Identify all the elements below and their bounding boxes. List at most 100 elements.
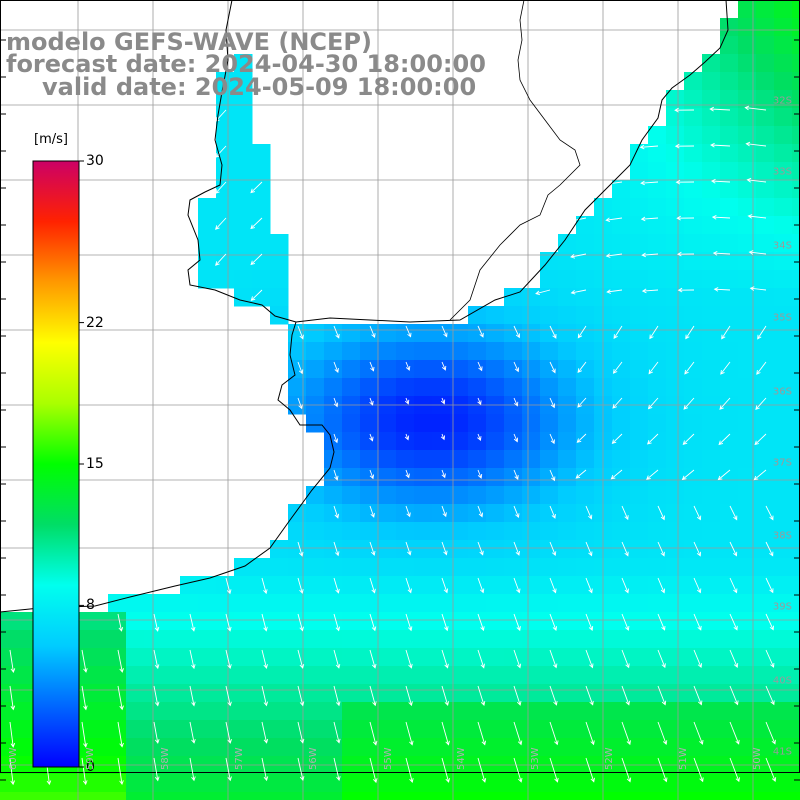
- wind-cell: [720, 450, 739, 469]
- wind-cell: [576, 666, 595, 685]
- wind-cell: [576, 378, 595, 397]
- wind-cell: [324, 702, 343, 721]
- wind-cell: [576, 486, 595, 505]
- wind-arrow: [577, 397, 587, 408]
- wind-cell: [756, 198, 775, 217]
- wind-cell: [468, 738, 487, 757]
- wind-cell: [108, 594, 127, 613]
- wind-arrow: [729, 541, 738, 557]
- wind-cell: [540, 432, 559, 451]
- wind-cell: [306, 342, 325, 361]
- wind-arrow: [585, 649, 594, 669]
- wind-cell: [756, 90, 775, 109]
- wind-cell: [360, 720, 379, 739]
- wind-cell: [630, 630, 649, 649]
- wind-cell: [360, 324, 379, 343]
- longitude-label: 60W: [8, 747, 19, 770]
- wind-arrow: [369, 613, 377, 632]
- wind-cell: [288, 594, 307, 613]
- wind-cell: [648, 738, 667, 757]
- wind-cell: [288, 702, 307, 721]
- wind-cell: [360, 558, 379, 577]
- wind-cell: [702, 558, 721, 577]
- wind-cell: [486, 774, 505, 793]
- wind-cell: [396, 468, 415, 487]
- wind-cell: [774, 54, 793, 73]
- wind-arrow: [711, 214, 731, 220]
- wind-cell: [450, 558, 469, 577]
- wind-cell: [774, 36, 793, 55]
- wind-cell: [576, 504, 595, 523]
- wind-cell: [576, 234, 595, 253]
- wind-cell: [162, 666, 181, 685]
- wind-cell: [738, 648, 757, 667]
- wind-cell: [774, 576, 793, 595]
- wind-cell: [666, 324, 685, 343]
- wind-cell: [684, 324, 703, 343]
- wind-cell: [270, 720, 289, 739]
- wind-cell: [432, 558, 451, 577]
- wind-cell: [702, 594, 721, 613]
- wind-cell: [558, 684, 577, 703]
- wind-arrow: [250, 181, 263, 194]
- wind-arrow: [369, 397, 374, 406]
- wind-cell: [126, 684, 145, 703]
- wind-cell: [738, 234, 757, 253]
- wind-cell: [720, 360, 739, 379]
- wind-arrow: [333, 397, 339, 408]
- wind-cell: [414, 450, 433, 469]
- wind-cell: [522, 522, 541, 541]
- wind-cell: [378, 522, 397, 541]
- longitude-label: 54W: [456, 747, 467, 770]
- wind-cell: [486, 306, 505, 325]
- wind-cell: [216, 630, 235, 649]
- wind-cell: [666, 108, 685, 127]
- wind-cell: [396, 702, 415, 721]
- wind-cell: [720, 216, 739, 235]
- wind-cell: [540, 630, 559, 649]
- wind-cell: [684, 414, 703, 433]
- wind-cell: [90, 720, 109, 739]
- colorbar-tick-label: 0: [86, 759, 95, 775]
- wind-cell: [396, 558, 415, 577]
- wind-cell: [414, 792, 433, 800]
- wind-arrow: [621, 577, 629, 594]
- wind-cell: [756, 558, 775, 577]
- wind-cell: [468, 342, 487, 361]
- wind-arrow: [765, 577, 774, 594]
- wind-arrow: [225, 757, 232, 782]
- wind-cell: [324, 540, 343, 559]
- wind-cell: [630, 702, 649, 721]
- wind-cell: [720, 720, 739, 739]
- wind-cell: [612, 792, 631, 800]
- wind-cell: [432, 666, 451, 685]
- wind-cell: [414, 612, 433, 631]
- wind-arrow: [441, 757, 450, 783]
- wind-cell: [630, 234, 649, 253]
- wind-cell: [396, 360, 415, 379]
- wind-cell: [774, 720, 793, 739]
- wind-cell: [576, 774, 595, 793]
- wind-arrow: [610, 469, 623, 480]
- wind-cell: [360, 792, 379, 800]
- wind-cell: [198, 630, 217, 649]
- latitude-label: 39S: [772, 601, 792, 613]
- wind-cell: [558, 594, 577, 613]
- wind-cell: [468, 792, 487, 800]
- wind-arrow: [333, 685, 341, 707]
- wind-cell: [576, 270, 595, 289]
- wind-cell: [450, 702, 469, 721]
- wind-cell: [252, 702, 271, 721]
- wind-cell: [324, 324, 343, 343]
- wind-cell: [234, 198, 253, 217]
- wind-cell: [252, 162, 271, 181]
- wind-cell: [378, 702, 397, 721]
- wind-cell: [774, 468, 793, 487]
- wind-cell: [792, 36, 800, 55]
- wind-cell: [684, 612, 703, 631]
- wind-cell: [450, 486, 469, 505]
- wind-cell: [540, 792, 559, 800]
- wind-cell: [774, 648, 793, 667]
- wind-cell: [486, 558, 505, 577]
- wind-cell: [270, 774, 289, 793]
